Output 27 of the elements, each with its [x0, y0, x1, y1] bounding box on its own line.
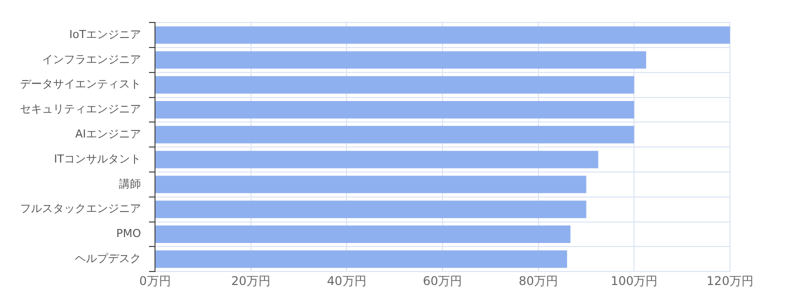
y-tick-label: セキュリティエンジニア [20, 102, 141, 116]
y-tick-label: フルスタックエンジニア [20, 202, 141, 216]
bar [156, 126, 634, 144]
x-tick-label: 60万円 [422, 274, 462, 288]
bar [156, 101, 634, 118]
bar [156, 226, 570, 243]
bar [156, 150, 598, 168]
bar [156, 176, 586, 194]
bar [156, 51, 646, 69]
x-tick-label: 40万円 [327, 274, 366, 288]
y-tick-label: ITコンサルタント [54, 152, 141, 166]
bar [156, 76, 634, 94]
bar [156, 200, 586, 218]
y-tick-label: IoTエンジニア [69, 28, 141, 41]
y-tick-label: PMO [116, 227, 142, 240]
y-tick-label: ヘルプデスク [75, 252, 141, 266]
bar [156, 26, 730, 44]
bar [156, 250, 568, 268]
y-tick-label: 講師 [119, 177, 141, 190]
x-tick-label: 120万円 [706, 274, 754, 288]
x-tick-label: 80万円 [518, 274, 558, 288]
y-tick-label: インフラエンジニア [42, 52, 141, 66]
y-tick-label: データサイエンティスト [20, 78, 141, 91]
x-tick-label: 0万円 [139, 274, 171, 288]
x-tick-label: 100万円 [610, 274, 658, 288]
x-tick-label: 20万円 [231, 274, 270, 288]
y-tick-label: AIエンジニア [75, 128, 141, 141]
